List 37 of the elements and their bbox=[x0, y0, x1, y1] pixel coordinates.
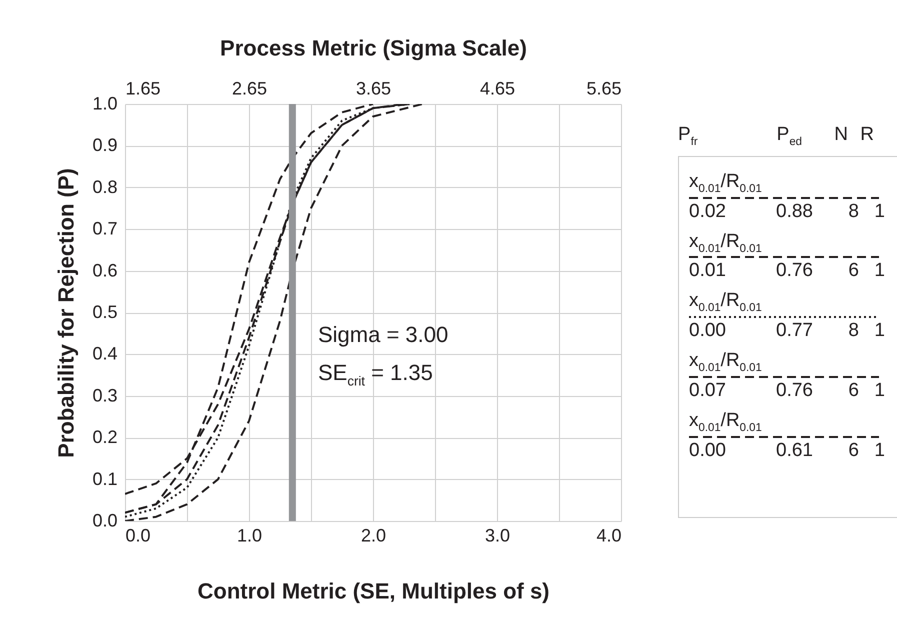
y-tick-label: 0.2 bbox=[92, 427, 118, 448]
x2-axis-title: Process Metric (Sigma Scale) bbox=[220, 36, 527, 60]
annotation: Sigma = 3.00 bbox=[318, 322, 448, 348]
y-tick-label: 0.3 bbox=[92, 385, 118, 406]
text: 0.02 0.88 8 1 bbox=[689, 200, 885, 222]
x-tick-label: 2.0 bbox=[360, 526, 386, 546]
x2-tick-label: 1.65 bbox=[126, 78, 161, 98]
y-tick-label: 0.4 bbox=[92, 344, 118, 364]
y-tick-label: 0.1 bbox=[92, 468, 118, 489]
text: x$_{0.01}$/R$_{0.01}$ bbox=[689, 350, 763, 374]
x-tick-label: 3.0 bbox=[484, 526, 510, 546]
y-tick-label: 0.5 bbox=[92, 302, 118, 322]
text: x$_{0.01}$/R$_{0.01}$ bbox=[689, 170, 763, 195]
annotation: SE$_{crit}$ = 1.35 bbox=[318, 360, 433, 388]
x-tick-label: 4.0 bbox=[596, 526, 622, 546]
text: 0.01 0.76 6 1 bbox=[689, 260, 885, 282]
text: P$_{fr}$ P$_{ed}$ N R bbox=[678, 124, 874, 148]
x2-tick-label: 3.65 bbox=[356, 78, 392, 98]
y-tick-label: 1.0 bbox=[92, 94, 118, 114]
x-tick-label: 1.0 bbox=[236, 526, 262, 546]
text: x$_{0.01}$/R$_{0.01}$ bbox=[689, 230, 763, 254]
text: x$_{0.01}$/R$_{0.01}$ bbox=[689, 290, 763, 314]
y-tick-label: 0.9 bbox=[92, 135, 118, 156]
x-axis-title: Control Metric (SE, Multiples of s) bbox=[197, 578, 550, 604]
text: x$_{0.01}$/R$_{0.01}$ bbox=[689, 410, 763, 434]
y-tick-label: 0.6 bbox=[92, 260, 118, 280]
x-tick-label: 0.0 bbox=[126, 526, 151, 546]
y-tick-label: 0.8 bbox=[92, 176, 118, 197]
y-tick-label: 0.0 bbox=[92, 510, 118, 530]
x2-tick-label: 4.65 bbox=[480, 78, 516, 98]
text: 0.07 0.76 6 1 bbox=[689, 380, 885, 401]
x2-tick-label: 2.65 bbox=[232, 78, 268, 98]
y-axis-title: Probability for Rejection (P) bbox=[53, 168, 78, 458]
text: 0.00 0.77 8 1 bbox=[689, 320, 885, 342]
text: 0.00 0.61 6 1 bbox=[689, 440, 885, 461]
x2-tick-label: 5.65 bbox=[586, 78, 622, 98]
y-tick-label: 0.7 bbox=[92, 218, 118, 239]
